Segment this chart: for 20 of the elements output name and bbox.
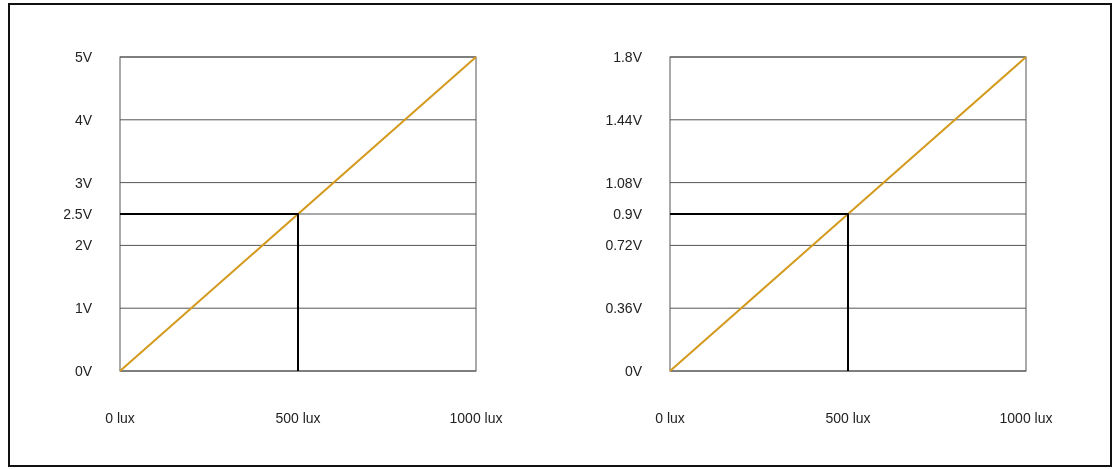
y-tick-label: 0V bbox=[624, 362, 643, 379]
y-tick-label: 1V bbox=[74, 300, 93, 317]
y-tick-label: 2V bbox=[74, 237, 93, 254]
x-tick-label: 0 lux bbox=[655, 410, 685, 426]
y-tick-label: 0.36V bbox=[605, 300, 643, 317]
x-tick-label: 1000 lux bbox=[999, 410, 1053, 426]
x-tick-label: 0 lux bbox=[105, 410, 135, 426]
y-tick-label: 1.44V bbox=[605, 111, 643, 128]
y-tick-label: 2.5V bbox=[63, 205, 93, 222]
y-tick-label: 1.08V bbox=[605, 174, 643, 191]
y-tick-label: 4V bbox=[74, 111, 93, 128]
y-tick-label: 0.9V bbox=[613, 205, 643, 222]
x-tick-label: 500 lux bbox=[825, 410, 871, 426]
y-tick-label: 5V bbox=[74, 48, 93, 65]
y-tick-label: 1.8V bbox=[613, 48, 643, 65]
y-tick-label: 0.72V bbox=[605, 237, 643, 254]
x-tick-label: 500 lux bbox=[275, 410, 321, 426]
x-tick-label: 1000 lux bbox=[449, 410, 503, 426]
y-tick-label: 0V bbox=[74, 362, 93, 379]
y-tick-label: 3V bbox=[74, 174, 93, 191]
